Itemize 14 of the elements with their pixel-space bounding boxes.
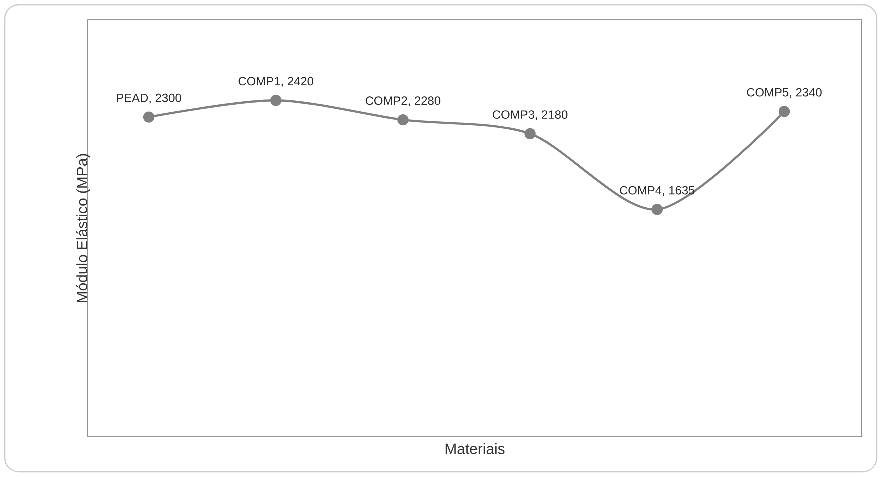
data-label: COMP1, 2420 (238, 77, 314, 88)
data-label: COMP2, 2280 (366, 96, 441, 107)
data-label: COMP5, 2340 (747, 88, 822, 98)
point (143, 112, 155, 123)
point (398, 114, 409, 126)
data-label: COMP3, 2180 (493, 110, 568, 120)
point (270, 95, 282, 106)
data-label: COMP4, 1635 (620, 186, 695, 196)
data-label: PEAD, 2300 (117, 94, 182, 104)
y-axis-title: Módulo Elástico (MPa) (76, 154, 90, 302)
x-axis-title: Materiais (446, 443, 505, 454)
point (652, 204, 663, 216)
point (524, 128, 536, 140)
point (778, 106, 790, 118)
